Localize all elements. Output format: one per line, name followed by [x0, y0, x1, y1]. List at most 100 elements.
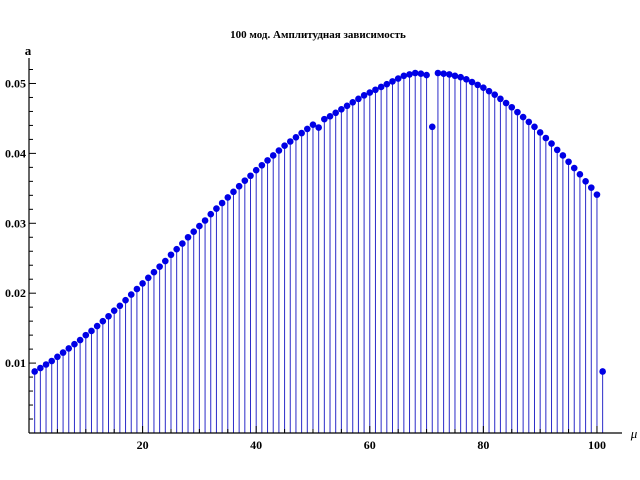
data-point — [292, 134, 300, 141]
data-point — [264, 157, 271, 164]
data-point — [389, 78, 396, 85]
tick-marks — [29, 68, 598, 433]
data-point — [76, 336, 84, 344]
data-point — [519, 113, 527, 121]
data-point — [247, 172, 254, 180]
data-point — [440, 70, 447, 77]
data-point — [400, 72, 408, 80]
data-point — [582, 178, 589, 185]
data-point — [207, 210, 215, 218]
x-tick-label: 40 — [250, 438, 262, 452]
data-point — [474, 81, 481, 89]
axes — [28, 58, 622, 434]
data-point — [71, 340, 78, 348]
data-point — [48, 357, 56, 365]
data-point — [553, 146, 561, 154]
data-point — [65, 345, 73, 352]
data-point — [309, 121, 317, 129]
stem-lines — [34, 72, 604, 433]
data-point — [593, 191, 601, 198]
data-point — [201, 217, 209, 224]
data-point — [570, 164, 578, 172]
data-point — [224, 194, 232, 201]
data-point — [599, 368, 606, 375]
data-point — [218, 199, 226, 207]
y-tick-label: 0.05 — [5, 76, 26, 90]
data-point — [144, 274, 152, 282]
data-point — [360, 92, 368, 99]
data-point — [133, 285, 141, 293]
data-point — [139, 280, 146, 287]
data-point — [31, 368, 38, 375]
data-point — [167, 251, 175, 259]
data-point — [54, 353, 61, 361]
data-point — [93, 322, 101, 330]
data-point — [184, 233, 192, 241]
data-point — [406, 71, 413, 78]
y-tick-label: 0.03 — [5, 216, 26, 230]
data-point — [343, 102, 351, 110]
x-tick-label: 80 — [477, 438, 489, 452]
tick-labels: 20 40 60 80 100 0.01 0.02 0.03 0.04 0.05 — [5, 76, 606, 452]
data-point — [99, 317, 107, 325]
data-point — [536, 129, 544, 136]
data-point — [110, 307, 118, 314]
data-point — [127, 291, 135, 298]
data-point — [355, 95, 362, 103]
data-point — [162, 257, 169, 265]
data-point — [179, 240, 186, 247]
data-point — [332, 109, 339, 117]
data-point — [315, 124, 322, 131]
data-point — [565, 158, 572, 166]
data-point — [88, 327, 95, 335]
data-point — [338, 106, 345, 113]
data-point — [122, 296, 129, 304]
data-point — [298, 129, 305, 137]
data-point — [156, 263, 163, 270]
data-point — [502, 99, 510, 107]
data-point — [445, 71, 453, 78]
data-point — [417, 70, 425, 77]
data-point — [190, 228, 198, 235]
y-tick-label: 0.02 — [5, 286, 26, 300]
data-point — [42, 361, 50, 368]
data-point — [252, 166, 260, 174]
x-tick-label: 100 — [588, 438, 606, 452]
data-point — [105, 312, 112, 320]
data-point — [326, 113, 334, 120]
data-point — [372, 86, 379, 94]
data-point — [576, 171, 584, 178]
data-point — [428, 123, 436, 131]
data-point — [531, 123, 538, 131]
y-tick-label: 0.04 — [5, 146, 26, 160]
x-axis-label: μ — [630, 426, 638, 441]
data-point — [542, 134, 550, 142]
data-point — [383, 80, 391, 88]
data-point — [525, 118, 533, 126]
data-point — [258, 161, 266, 169]
data-point — [491, 91, 499, 98]
data-point — [269, 152, 277, 159]
chart-title: 100 мод. Амплитудная зависимость — [230, 29, 406, 41]
data-point — [514, 108, 521, 116]
data-point — [463, 75, 470, 83]
y-tick-label: 0.01 — [5, 356, 26, 370]
data-point — [281, 142, 288, 149]
data-point — [173, 245, 180, 253]
data-point — [241, 177, 249, 184]
data-point — [59, 349, 67, 356]
data-point — [275, 147, 283, 154]
data-point — [457, 73, 464, 81]
data-point — [196, 222, 203, 230]
data-point — [366, 89, 374, 96]
data-point — [548, 140, 555, 147]
data-point — [37, 364, 44, 372]
x-tick-label: 60 — [364, 438, 376, 452]
data-point — [423, 71, 430, 79]
data-point — [349, 99, 357, 106]
x-tick-label: 20 — [137, 438, 149, 452]
data-point — [451, 72, 459, 80]
data-point — [235, 182, 243, 190]
data-point — [485, 87, 493, 95]
